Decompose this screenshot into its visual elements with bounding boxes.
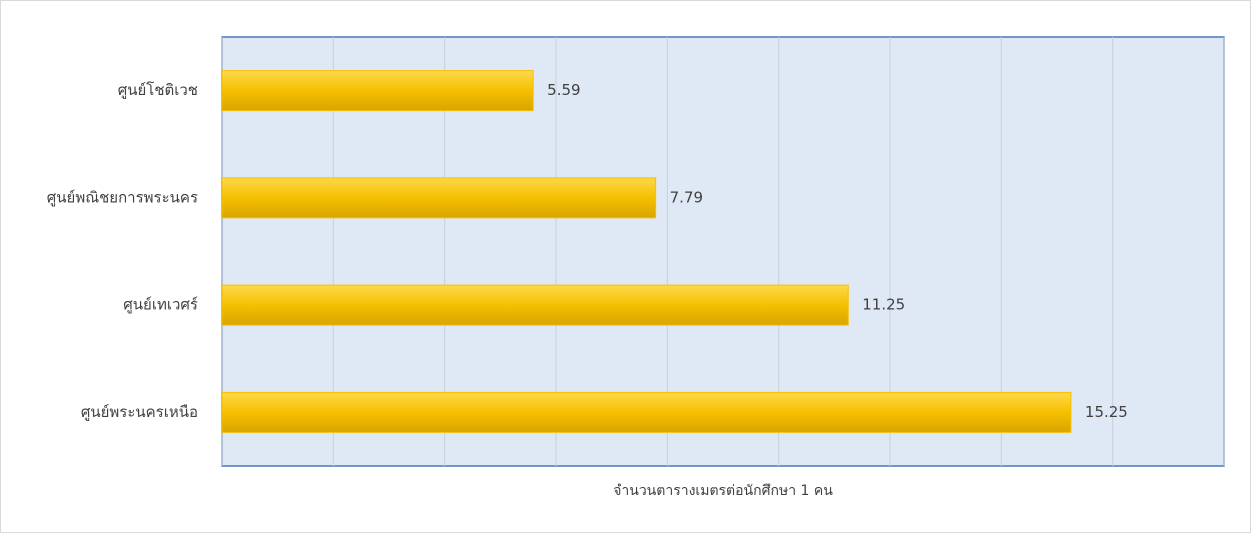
data-label: 15.25 [1085,403,1128,421]
bar [221,391,1072,433]
bar [221,70,534,112]
data-label: 7.79 [670,188,703,206]
data-label: 11.25 [862,296,905,314]
data-label: 5.59 [547,81,580,99]
y-tick-label: ศูนย์พณิชยการพระนคร [47,188,198,206]
bar [221,177,657,219]
y-tick-label: ศูนย์พระนครเหนือ [81,403,198,421]
y-tick-label: ศูนย์เทเวศร์ [123,296,198,314]
bar [221,284,849,326]
x-axis-label: จำนวนตารางเมตรต่อนักศึกษา 1 คน [613,483,833,499]
y-tick-label: ศูนย์โชติเวช [118,81,198,99]
